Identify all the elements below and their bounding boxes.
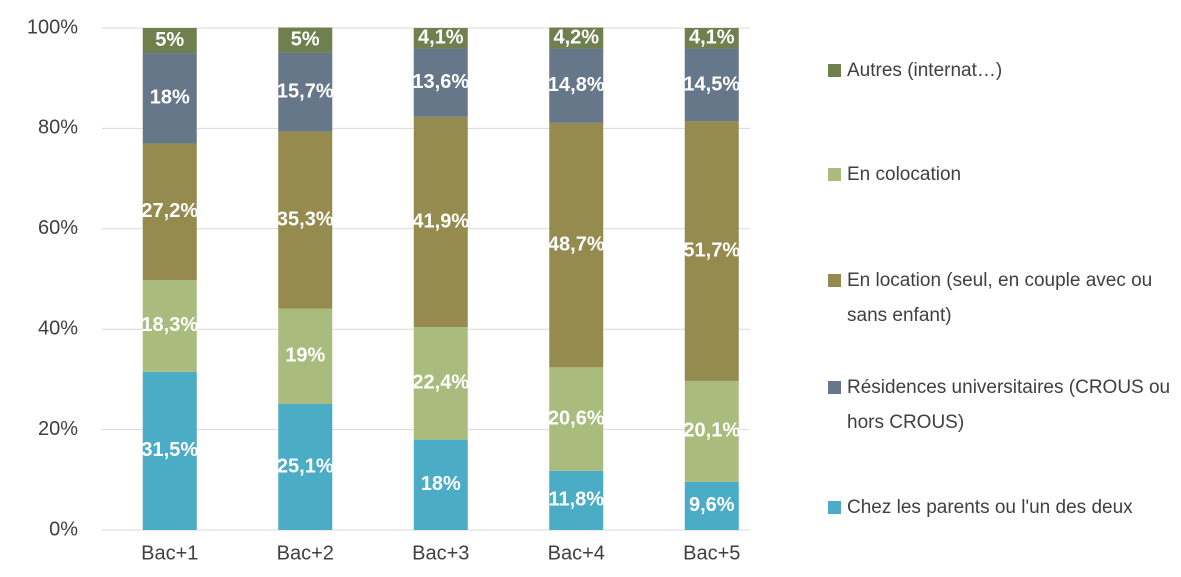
bar-segment — [684, 481, 739, 530]
legend-swatch — [828, 64, 841, 77]
bar-segment — [278, 27, 333, 53]
legend-swatch — [828, 274, 841, 287]
value-label: 20,1% — [683, 420, 740, 442]
bar-segment — [413, 116, 468, 328]
legend-item: Autres (internat…) — [828, 53, 1173, 88]
bar-segment — [278, 308, 333, 404]
legend-label: Autres (internat…) — [847, 60, 1003, 81]
bar-segment — [278, 131, 333, 309]
value-label: 41,9% — [412, 210, 469, 232]
x-tick-label: Bac+1 — [141, 542, 198, 564]
legend-item: Chez les parents ou l'un des deux — [828, 490, 1173, 525]
value-label: 31,5% — [141, 439, 198, 461]
bar-segment — [413, 48, 468, 117]
legend-item: En colocation — [828, 157, 1173, 192]
bar-segment — [142, 371, 197, 530]
value-label: 4,1% — [418, 27, 464, 49]
bar-segment — [684, 28, 739, 49]
x-tick-label: Bac+3 — [412, 542, 469, 564]
bar-segment — [142, 53, 197, 144]
bar-segment — [684, 380, 739, 482]
value-label: 5% — [155, 29, 184, 51]
value-label: 18% — [150, 87, 190, 109]
bar-segment — [549, 470, 604, 530]
value-label: 4,2% — [553, 26, 599, 48]
bar-segment — [278, 52, 333, 132]
bar-segment — [684, 48, 739, 122]
legend-swatch — [828, 168, 841, 181]
bar-segment — [684, 121, 739, 381]
x-tick-label: Bac+4 — [548, 542, 605, 564]
legend-item: En location (seul, en couple avec ou san… — [828, 263, 1173, 333]
bar-segment — [413, 327, 468, 440]
value-label: 27,2% — [141, 200, 198, 222]
value-label: 18% — [421, 473, 461, 495]
value-label: 18,3% — [141, 314, 198, 336]
bar-segment — [549, 27, 604, 49]
bar-segment — [549, 48, 604, 123]
value-label: 35,3% — [277, 208, 334, 230]
value-label: 5% — [291, 28, 320, 50]
bar-segment — [142, 143, 197, 281]
y-tick-label: 20% — [38, 418, 78, 440]
value-label: 51,7% — [683, 239, 740, 261]
y-tick-label: 60% — [38, 217, 78, 239]
y-tick-label: 0% — [49, 518, 78, 540]
x-tick-label: Bac+2 — [277, 542, 334, 564]
x-tick-label: Bac+5 — [683, 542, 740, 564]
value-label: 48,7% — [548, 233, 605, 255]
value-label: 19% — [285, 345, 325, 367]
legend-label: En location (seul, en couple avec ou san… — [847, 270, 1153, 326]
value-label: 20,6% — [548, 407, 605, 429]
bar-segment — [142, 280, 197, 372]
bar-segment — [549, 122, 604, 368]
chart: 0% 20% 40% 60% 80% 100% Bac+1 31,5% 18,3% 27,2% 18… — [27, 16, 750, 564]
legend-label: Résidences universitaires (CROUS ou hors… — [847, 377, 1171, 433]
value-label: 4,1% — [689, 27, 735, 49]
legend-label: En colocation — [847, 164, 962, 185]
value-label: 22,4% — [412, 372, 469, 394]
bar-segment — [142, 28, 197, 54]
bar-segment — [278, 403, 333, 530]
legend-swatch — [828, 381, 841, 394]
legend-swatch — [828, 501, 841, 514]
bar-segment — [413, 439, 468, 530]
bar-segment — [549, 367, 604, 471]
value-label: 13,6% — [412, 71, 469, 93]
value-label: 9,6% — [689, 494, 735, 516]
value-label: 11,8% — [548, 489, 604, 511]
bar-segment — [413, 28, 468, 49]
legend-item: Résidences universitaires (CROUS ou hors… — [828, 370, 1173, 440]
legend-label: Chez les parents ou l'un des deux — [847, 497, 1133, 518]
value-label: 14,8% — [548, 74, 605, 96]
value-label: 14,5% — [683, 73, 740, 95]
y-tick-label: 100% — [27, 16, 78, 38]
value-label: 15,7% — [277, 80, 334, 102]
value-label: 25,1% — [277, 455, 334, 477]
y-tick-label: 40% — [38, 317, 78, 339]
y-tick-label: 80% — [38, 117, 78, 139]
